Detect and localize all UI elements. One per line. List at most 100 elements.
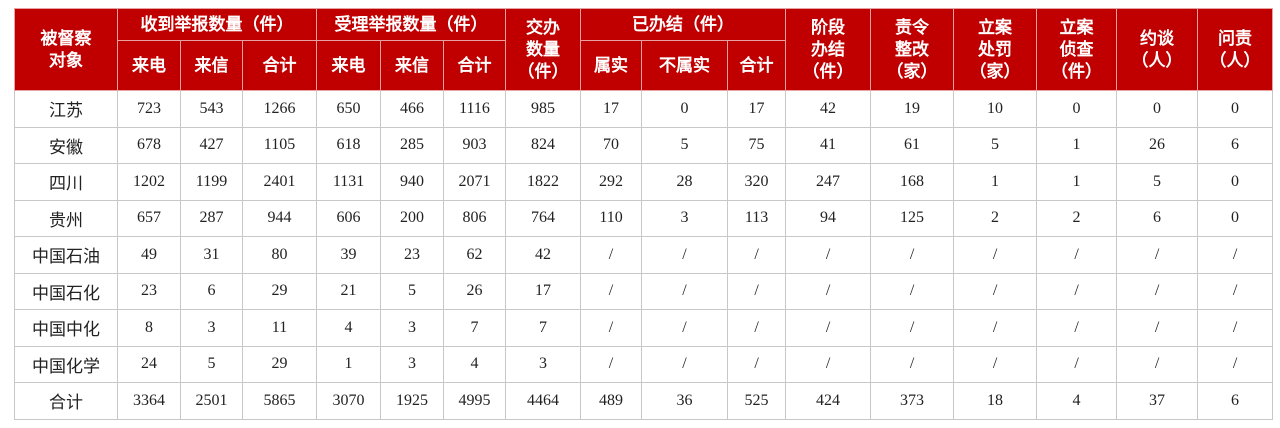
data-row: 中国化学 24 5 29 1 3 4 3 / / / / / / / / / bbox=[14, 345, 1274, 383]
header-group: 已办结（件） bbox=[580, 8, 787, 41]
cell-text: 0 bbox=[680, 99, 689, 117]
cell-text: 3 bbox=[539, 355, 548, 373]
cell-text: 28 bbox=[676, 172, 693, 190]
data-cell: 61 bbox=[870, 126, 955, 164]
data-cell: 75 bbox=[727, 126, 787, 164]
cell-text: 113 bbox=[744, 209, 769, 227]
data-cell: / bbox=[1116, 309, 1199, 347]
data-cell: 618 bbox=[316, 126, 382, 164]
cell-text: / bbox=[992, 245, 998, 263]
cell-text: 678 bbox=[137, 136, 161, 154]
cell-text: 5 bbox=[408, 282, 417, 300]
data-cell: / bbox=[785, 345, 872, 383]
cell-text: 3 bbox=[207, 318, 216, 336]
cell-text: / bbox=[682, 355, 687, 373]
cell-text: 427 bbox=[199, 136, 224, 154]
cell-text: 168 bbox=[900, 172, 925, 190]
header-subcell: 属实 bbox=[580, 40, 643, 91]
data-row: 合计 3364 2501 5865 3070 1925 4995 4464 489 36 525 42… bbox=[14, 382, 1274, 420]
cell-text: 29 bbox=[271, 355, 288, 373]
data-cell: 26 bbox=[443, 272, 507, 310]
data-cell: 31 bbox=[180, 236, 243, 274]
data-cell: / bbox=[785, 236, 872, 274]
cell-text: 17 bbox=[535, 282, 552, 300]
data-cell: 1199 bbox=[180, 163, 243, 201]
header-subrow: 来电 来信 合计 来电 来信 合计 属实 不属实 合计 bbox=[15, 40, 1273, 91]
data-cell: 3 bbox=[641, 199, 729, 237]
data-cell: / bbox=[641, 272, 729, 310]
cell-text: / bbox=[992, 355, 998, 373]
cell-text: 39 bbox=[340, 245, 357, 263]
data-cell: 168 bbox=[870, 163, 955, 201]
cell-text: 责令 bbox=[895, 17, 930, 37]
data-cell: / bbox=[870, 345, 955, 383]
data-cell: 17 bbox=[505, 272, 582, 310]
cell-text: 安徽 bbox=[49, 137, 83, 157]
data-cell: / bbox=[641, 236, 729, 274]
data-cell: 4 bbox=[1036, 382, 1118, 420]
data-cell: / bbox=[727, 309, 787, 347]
cell-text: 6 bbox=[1231, 136, 1240, 154]
cell-text: 3070 bbox=[332, 391, 365, 409]
table-wrap: 被督察 对象 收到举报数量（件） 受理举报数量（件） 交办 数量 （件） 已办结（件） 阶段 办结… bbox=[14, 8, 1274, 420]
row-label: 安徽 bbox=[14, 126, 118, 164]
header-cell: 阶段 办结 （件） bbox=[785, 8, 872, 91]
cell-text: 125 bbox=[900, 209, 925, 227]
cell-text: 0 bbox=[1072, 99, 1081, 117]
data-cell: 7 bbox=[505, 309, 582, 347]
data-cell: 985 bbox=[505, 90, 582, 128]
cell-text: / bbox=[909, 355, 915, 373]
data-cell: 806 bbox=[443, 199, 507, 237]
data-cell: 0 bbox=[1197, 90, 1274, 128]
data-cell: 944 bbox=[241, 199, 318, 237]
cell-text: / bbox=[754, 282, 759, 300]
data-cell: 49 bbox=[117, 236, 181, 274]
data-cell: 1 bbox=[1036, 126, 1118, 164]
cell-text: 合计 bbox=[49, 393, 83, 413]
data-cell: 525 bbox=[727, 382, 787, 420]
cell-text: / bbox=[682, 318, 687, 336]
data-cell: / bbox=[580, 309, 643, 347]
data-cell: / bbox=[641, 345, 729, 383]
cell-text: 944 bbox=[267, 209, 292, 227]
data-cell: 940 bbox=[380, 163, 445, 201]
cell-text: / bbox=[1154, 245, 1160, 263]
cell-text: 17 bbox=[748, 99, 765, 117]
cell-text: 1 bbox=[344, 355, 353, 373]
cell-text: 618 bbox=[336, 136, 361, 154]
data-cell: 42 bbox=[785, 90, 872, 128]
data-cell: 2071 bbox=[443, 163, 507, 201]
cell-text: / bbox=[608, 245, 614, 263]
data-cell: 5 bbox=[641, 126, 729, 164]
cell-text: 824 bbox=[531, 136, 556, 154]
data-cell: 7 bbox=[443, 309, 507, 347]
cell-text: 贵州 bbox=[49, 210, 83, 230]
cell-text: / bbox=[608, 282, 614, 300]
cell-text: 合计 bbox=[262, 55, 297, 75]
cell-text: 17 bbox=[603, 99, 620, 117]
data-cell: 292 bbox=[580, 163, 643, 201]
cell-text: 5 bbox=[207, 355, 216, 373]
cell-text: 4 bbox=[344, 318, 353, 336]
cell-text: 21 bbox=[340, 282, 357, 300]
data-cell: / bbox=[580, 236, 643, 274]
cell-text: 来电 bbox=[331, 55, 366, 75]
data-cell: 489 bbox=[580, 382, 643, 420]
cell-text: 5 bbox=[680, 136, 689, 154]
cell-text: 3 bbox=[408, 355, 417, 373]
data-cell: 42 bbox=[505, 236, 582, 274]
data-cell: / bbox=[1036, 272, 1118, 310]
data-table: 被督察 对象 收到举报数量（件） 受理举报数量（件） 交办 数量 （件） 已办结（件） 阶段 办结… bbox=[14, 8, 1274, 420]
cell-text: （家） bbox=[886, 61, 938, 81]
cell-text: / bbox=[825, 245, 831, 263]
cell-text: 80 bbox=[271, 245, 288, 263]
data-cell: 94 bbox=[785, 199, 872, 237]
data-cell: 5 bbox=[1116, 163, 1199, 201]
data-cell: / bbox=[1197, 345, 1274, 383]
row-label: 中国石化 bbox=[14, 272, 118, 310]
row-label: 江苏 bbox=[14, 90, 118, 128]
cell-text: 1822 bbox=[527, 172, 560, 190]
cell-text: 0 bbox=[1231, 99, 1240, 117]
cell-text: 23 bbox=[404, 245, 421, 263]
cell-text: / bbox=[825, 318, 831, 336]
